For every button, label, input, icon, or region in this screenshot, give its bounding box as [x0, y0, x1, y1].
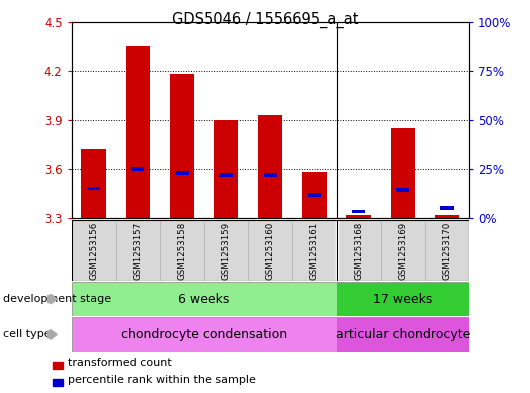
Text: GSM1253168: GSM1253168: [354, 221, 363, 280]
Bar: [352, 210, 365, 213]
Text: GSM1253169: GSM1253169: [399, 222, 407, 279]
Text: GSM1253161: GSM1253161: [310, 221, 319, 280]
Bar: [72, 220, 116, 281]
Bar: [160, 220, 204, 281]
Bar: [440, 206, 454, 210]
Bar: [381, 220, 425, 281]
Text: GSM1253160: GSM1253160: [266, 221, 275, 280]
Bar: [337, 220, 381, 281]
Bar: [175, 171, 189, 175]
Text: GSM1253170: GSM1253170: [443, 221, 452, 280]
Text: 6 weeks: 6 weeks: [179, 292, 229, 306]
Bar: [126, 46, 150, 218]
Bar: [258, 115, 282, 218]
Bar: [116, 220, 160, 281]
Text: GSM1253159: GSM1253159: [222, 222, 231, 279]
Text: GDS5046 / 1556695_a_at: GDS5046 / 1556695_a_at: [172, 12, 358, 28]
Text: GSM1253158: GSM1253158: [178, 221, 187, 280]
Bar: [82, 149, 106, 218]
Bar: [170, 74, 194, 218]
Text: GSM1253156: GSM1253156: [89, 221, 98, 280]
Bar: [248, 220, 293, 281]
Bar: [204, 220, 248, 281]
Bar: [72, 282, 337, 316]
Text: transformed count: transformed count: [68, 358, 172, 368]
Bar: [72, 317, 337, 352]
Bar: [435, 215, 459, 218]
Bar: [219, 173, 233, 176]
Text: articular chondrocyte: articular chondrocyte: [335, 328, 470, 341]
Bar: [263, 173, 277, 176]
Bar: [302, 172, 326, 218]
Bar: [293, 220, 337, 281]
Text: development stage: development stage: [3, 294, 111, 304]
Bar: [425, 220, 469, 281]
Bar: [337, 317, 469, 352]
Text: percentile rank within the sample: percentile rank within the sample: [68, 375, 255, 386]
Bar: [87, 187, 100, 191]
Bar: [337, 282, 469, 316]
Bar: [131, 167, 145, 171]
Text: cell type: cell type: [3, 329, 50, 340]
Text: GSM1253157: GSM1253157: [134, 221, 142, 280]
Text: 17 weeks: 17 weeks: [373, 292, 432, 306]
Bar: [308, 193, 321, 197]
Text: chondrocyte condensation: chondrocyte condensation: [121, 328, 287, 341]
Bar: [396, 189, 410, 192]
Bar: [214, 120, 238, 218]
Bar: [347, 215, 371, 218]
Bar: [391, 128, 415, 218]
